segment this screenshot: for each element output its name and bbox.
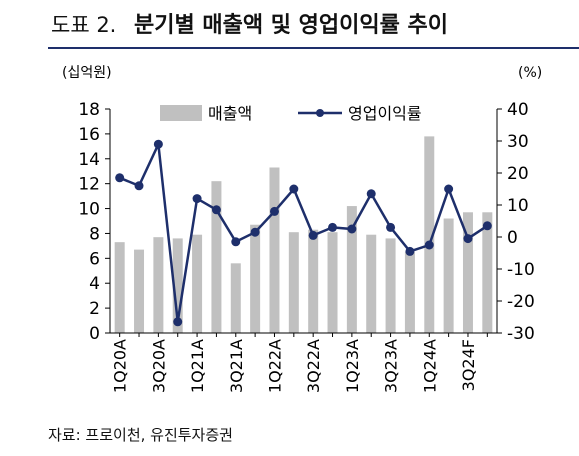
legend-swatch-sales — [160, 105, 202, 121]
bar-4Q20A — [172, 238, 183, 333]
marker-3Q23A — [386, 222, 396, 232]
left-tick-label: 4 — [89, 274, 100, 294]
legend-label-sales: 매출액 — [208, 104, 252, 123]
marker-3Q22A — [308, 230, 318, 240]
right-tick-label: 10 — [507, 196, 529, 216]
left-tick-label: 8 — [89, 224, 100, 244]
marker-4Q22A — [328, 222, 338, 232]
bar-1Q23A — [346, 206, 357, 333]
bar-3Q24F — [462, 212, 473, 333]
x-tick-label: 1Q22A — [265, 339, 284, 393]
right-tick-label: 30 — [507, 132, 529, 152]
bar-series-sales — [114, 136, 493, 333]
bar-3Q22A — [308, 229, 319, 333]
left-tick-label: 16 — [78, 125, 100, 145]
marker-1Q22A — [269, 206, 279, 216]
x-tick-label: 3Q22A — [304, 339, 323, 393]
bar-3Q23A — [385, 238, 396, 333]
report-header: 도표 2. 분기별 매출액 및 영업이익률 추이 — [0, 0, 579, 49]
marker-1Q24A — [424, 240, 434, 250]
line-series-margin — [115, 139, 492, 327]
x-tick-label: 3Q21A — [227, 339, 246, 393]
bar-4Q22A — [327, 232, 338, 333]
bar-1Q24A — [424, 136, 435, 333]
marker-2Q20A — [134, 181, 144, 191]
marker-1Q21A — [192, 194, 202, 204]
bar-1Q20A — [114, 242, 125, 333]
axes — [109, 109, 498, 334]
marker-3Q21A — [231, 237, 241, 247]
marker-3Q20A — [153, 139, 163, 149]
bar-4Q23A — [404, 252, 415, 333]
bar-4Q21A — [250, 224, 261, 333]
x-tick-label: 3Q24F — [459, 339, 478, 391]
bar-2Q24A — [443, 218, 454, 333]
marker-1Q23A — [347, 224, 357, 234]
left-axis-ticks: 0 2 4 6 8 10 12 14 16 18 — [78, 100, 110, 344]
bar-3Q21A — [230, 263, 241, 333]
legend-swatch-margin-marker — [316, 109, 324, 117]
x-tick-label: 1Q21A — [188, 339, 207, 393]
left-axis-unit: (십억원) — [62, 65, 112, 81]
bar-2Q20A — [134, 249, 145, 333]
x-tick-label: 1Q23A — [343, 339, 362, 393]
right-tick-label: -10 — [507, 260, 535, 280]
right-tick-label: 40 — [507, 100, 529, 120]
x-tick-label: 1Q24A — [420, 339, 439, 393]
x-tick-label: 3Q23A — [382, 339, 401, 393]
left-tick-label: 14 — [78, 150, 100, 170]
legend-label-margin: 영업이익률 — [348, 104, 422, 123]
bar-1Q22A — [269, 167, 280, 333]
marker-4Q23A — [405, 246, 415, 256]
marker-2Q22A — [289, 184, 299, 194]
x-tick-label: 1Q20A — [111, 339, 130, 393]
bar-2Q22A — [288, 232, 299, 333]
x-tick-label: 3Q20A — [149, 339, 168, 393]
figure-label: 도표 2. — [51, 13, 117, 37]
combo-chart: (십억원) (%) 0 2 4 6 8 10 12 14 16 18 -30 -20 -10 0 10 20… — [62, 65, 542, 393]
bar-2Q21A — [211, 181, 222, 333]
bar-3Q20A — [153, 237, 164, 333]
marker-4Q24F — [482, 221, 492, 231]
chart-legend: 매출액 영업이익률 — [160, 104, 422, 123]
right-tick-label: -20 — [507, 292, 535, 312]
marker-2Q23A — [366, 189, 376, 199]
right-tick-label: -30 — [507, 324, 535, 344]
figure-title: 분기별 매출액 및 영업이익률 추이 — [134, 13, 448, 38]
bar-1Q21A — [192, 234, 203, 333]
marker-2Q21A — [211, 205, 221, 215]
marker-3Q24F — [463, 234, 473, 244]
left-tick-label: 0 — [89, 324, 100, 344]
left-tick-label: 10 — [78, 200, 100, 220]
marker-4Q21A — [250, 227, 260, 237]
left-tick-label: 2 — [89, 299, 100, 319]
marker-2Q24A — [444, 184, 454, 194]
source-note: 자료: 프로이천, 유진투자증권 — [48, 426, 233, 444]
right-axis-ticks: -30 -20 -10 0 10 20 30 40 — [497, 100, 535, 344]
bar-4Q24F — [482, 212, 493, 333]
left-tick-label: 12 — [78, 175, 100, 195]
header-divider — [48, 47, 579, 49]
x-axis-ticks: 1Q20A 3Q20A 1Q21A 3Q21A 1Q22A 3Q22A 1Q23A 3Q23A… — [111, 333, 488, 393]
left-tick-label: 6 — [89, 249, 100, 269]
left-tick-label: 18 — [78, 100, 100, 120]
marker-1Q20A — [115, 173, 125, 183]
right-tick-label: 0 — [507, 228, 518, 248]
marker-4Q20A — [173, 317, 183, 327]
right-axis-unit: (%) — [518, 65, 542, 81]
right-tick-label: 20 — [507, 164, 529, 184]
bar-2Q23A — [366, 234, 377, 333]
